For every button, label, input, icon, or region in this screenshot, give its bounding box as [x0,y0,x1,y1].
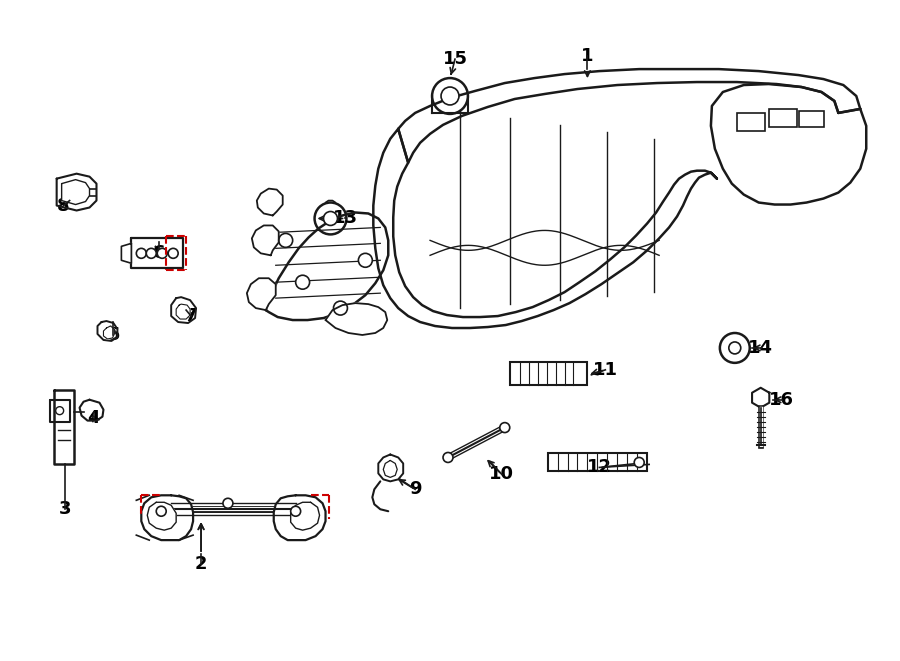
Circle shape [291,506,301,516]
Polygon shape [266,212,388,320]
Text: 10: 10 [490,465,514,483]
Text: 8: 8 [58,196,70,215]
Polygon shape [131,239,183,268]
Bar [769,109,796,127]
Circle shape [157,506,166,516]
Circle shape [500,422,509,432]
Text: 7: 7 [184,307,197,325]
Polygon shape [374,129,717,328]
Circle shape [729,342,741,354]
Polygon shape [104,326,114,339]
Bar [798,111,824,127]
Circle shape [432,78,468,114]
Polygon shape [378,455,403,481]
Circle shape [168,249,178,258]
Polygon shape [326,303,387,335]
Polygon shape [54,390,74,465]
Circle shape [56,407,64,414]
Polygon shape [148,502,176,530]
Circle shape [334,301,347,315]
Polygon shape [50,400,69,422]
Text: 9: 9 [409,481,421,498]
Polygon shape [171,297,196,323]
Circle shape [296,275,310,289]
Text: 15: 15 [443,50,467,68]
Circle shape [147,249,157,258]
Circle shape [136,249,147,258]
Text: 11: 11 [593,361,617,379]
Polygon shape [252,225,279,255]
Text: 6: 6 [153,245,166,262]
Circle shape [315,202,346,235]
Polygon shape [57,174,96,210]
Text: 16: 16 [770,391,794,408]
Polygon shape [752,388,770,408]
Circle shape [223,498,233,508]
Text: 14: 14 [748,339,773,357]
Text: 4: 4 [87,408,100,426]
Circle shape [279,233,292,247]
Text: 5: 5 [107,326,120,344]
Text: 1: 1 [581,47,594,65]
Bar [509,362,588,385]
Polygon shape [274,495,326,540]
Polygon shape [97,321,117,341]
Circle shape [158,249,167,258]
Polygon shape [176,304,190,319]
Polygon shape [122,243,131,263]
Bar [737,113,765,131]
Polygon shape [398,69,860,163]
Polygon shape [141,495,194,540]
Bar [547,453,647,471]
Polygon shape [79,400,104,420]
Polygon shape [247,278,275,310]
Circle shape [720,333,750,363]
Circle shape [441,87,459,105]
Polygon shape [383,461,397,477]
Text: 13: 13 [333,210,358,227]
Text: 3: 3 [58,500,71,518]
Circle shape [323,212,338,225]
Text: 12: 12 [587,459,612,477]
Text: 2: 2 [194,555,207,573]
Polygon shape [256,188,283,215]
Circle shape [634,457,644,467]
Polygon shape [711,84,866,204]
Polygon shape [291,502,319,530]
Polygon shape [61,180,89,204]
Circle shape [358,253,373,267]
Circle shape [443,453,453,463]
